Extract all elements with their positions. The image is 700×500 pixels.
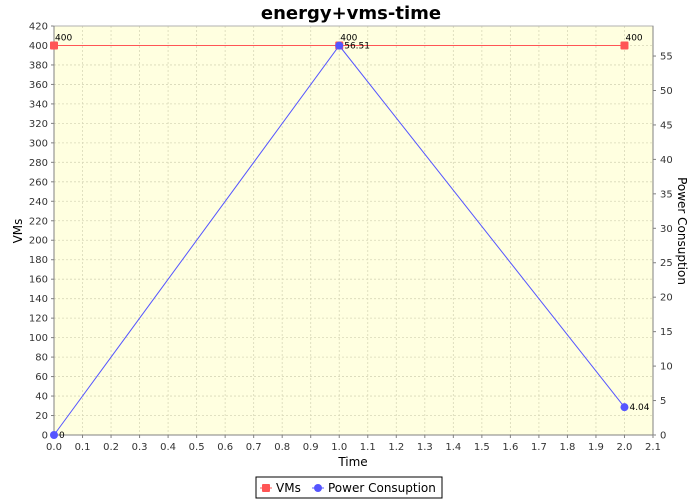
plot-area: [54, 26, 653, 435]
y-tick-label: 240: [29, 197, 48, 208]
y-tick-label: 380: [29, 60, 48, 71]
legend-box: [255, 476, 443, 499]
y2-tick-label: 20: [660, 293, 673, 304]
x-tick-label: 1.1: [360, 442, 376, 453]
x-axis-label: Time: [337, 455, 367, 469]
x-tick-label: 1.4: [445, 442, 461, 453]
y-tick-label: 160: [29, 275, 48, 286]
x-tick-label: 1.9: [588, 442, 604, 453]
x-tick-label: 1.7: [531, 442, 547, 453]
y-tick-label: 80: [35, 353, 48, 364]
x-tick-label: 1.8: [559, 442, 575, 453]
y2-tick-label: 5: [660, 396, 666, 407]
y-tick-label: 260: [29, 177, 48, 188]
power-consuption-data-label: 0: [59, 431, 65, 441]
vms-data-label: 400: [625, 33, 642, 43]
y2-tick-label: 15: [660, 327, 673, 338]
y-tick-label: 420: [29, 22, 48, 33]
legend-power-consuption-marker: [314, 484, 322, 492]
y2-tick-label: 35: [660, 189, 673, 200]
x-tick-label: 1.0: [331, 442, 347, 453]
chart-title: energy+vms-time: [261, 3, 441, 24]
legend-vms-marker: [262, 484, 270, 492]
legend-vms-label: VMs: [276, 481, 301, 495]
x-tick-label: 0.8: [274, 442, 290, 453]
x-tick-label: 0.9: [303, 442, 319, 453]
x-tick-label: 0.3: [132, 442, 148, 453]
y2-tick-label: 40: [660, 155, 673, 166]
y2-tick-label: 25: [660, 258, 673, 269]
y-tick-label: 320: [29, 119, 48, 130]
y-tick-label: 280: [29, 158, 48, 169]
x-tick-label: 1.2: [388, 442, 404, 453]
x-tick-label: 0.6: [217, 442, 233, 453]
y-tick-label: 20: [35, 411, 48, 422]
y2-tick-label: 45: [660, 120, 673, 131]
tick-labels: 0.0 0.1 0.2 0.3 0.4 0.5 0.6 0.7 0.8 0.9 1.0 1.1 1.2 1…: [29, 22, 673, 454]
x-tick-label: 0.2: [103, 442, 119, 453]
y-tick-label: 140: [29, 294, 48, 305]
y2-tick-label: 50: [660, 86, 673, 97]
y-tick-label: 40: [35, 392, 48, 403]
x-tick-label: 0.5: [189, 442, 205, 453]
x-tick-label: 0.0: [46, 442, 62, 453]
y2-tick-label: 0: [660, 431, 666, 442]
vms-data-label: 400: [55, 33, 72, 43]
y2-tick-label: 10: [660, 362, 673, 373]
x-tick-label: 0.4: [160, 442, 176, 453]
vms-data-label: 400: [340, 33, 357, 43]
y-tick-label: 200: [29, 236, 48, 247]
y-axis-label: VMs: [11, 219, 25, 244]
y-tick-label: 340: [29, 99, 48, 110]
y2-axis-label: Power Consuption: [675, 177, 689, 285]
y2-tick-label: 55: [660, 52, 673, 63]
power-consuption-point: [50, 431, 58, 439]
y-tick-label: 220: [29, 216, 48, 227]
x-tick-label: 2.1: [645, 442, 661, 453]
y2-tick-label: 30: [660, 224, 673, 235]
power-consuption-data-label: 56.51: [344, 42, 370, 52]
y-tick-label: 120: [29, 314, 48, 325]
y-tick-label: 180: [29, 255, 48, 266]
data-labels: 400 400 400 0 56.51 4.04: [55, 33, 650, 441]
y-tick-label: 60: [35, 372, 48, 383]
x-tick-label: 1.6: [502, 442, 518, 453]
series: [50, 41, 629, 439]
x-tick-label: 2.0: [617, 442, 633, 453]
y-tick-label: 300: [29, 138, 48, 149]
x-tick-label: 0.7: [246, 442, 262, 453]
power-consuption-point: [620, 403, 629, 412]
power-consuption-data-label: 4.04: [629, 403, 649, 413]
x-tick-label: 1.5: [474, 442, 490, 453]
y-tick-label: 100: [29, 333, 48, 344]
y-tick-label: 0: [42, 431, 48, 442]
power-consuption-point: [335, 41, 344, 50]
legend-power-consuption-label: Power Consuption: [328, 481, 436, 495]
y-tick-label: 400: [29, 41, 48, 52]
x-tick-label: 0.1: [75, 442, 91, 453]
x-tick-label: 1.3: [417, 442, 433, 453]
vms-point: [620, 41, 629, 50]
legend: VMs Power Consuption: [255, 476, 443, 499]
vms-point: [50, 41, 58, 50]
y-tick-label: 360: [29, 80, 48, 91]
